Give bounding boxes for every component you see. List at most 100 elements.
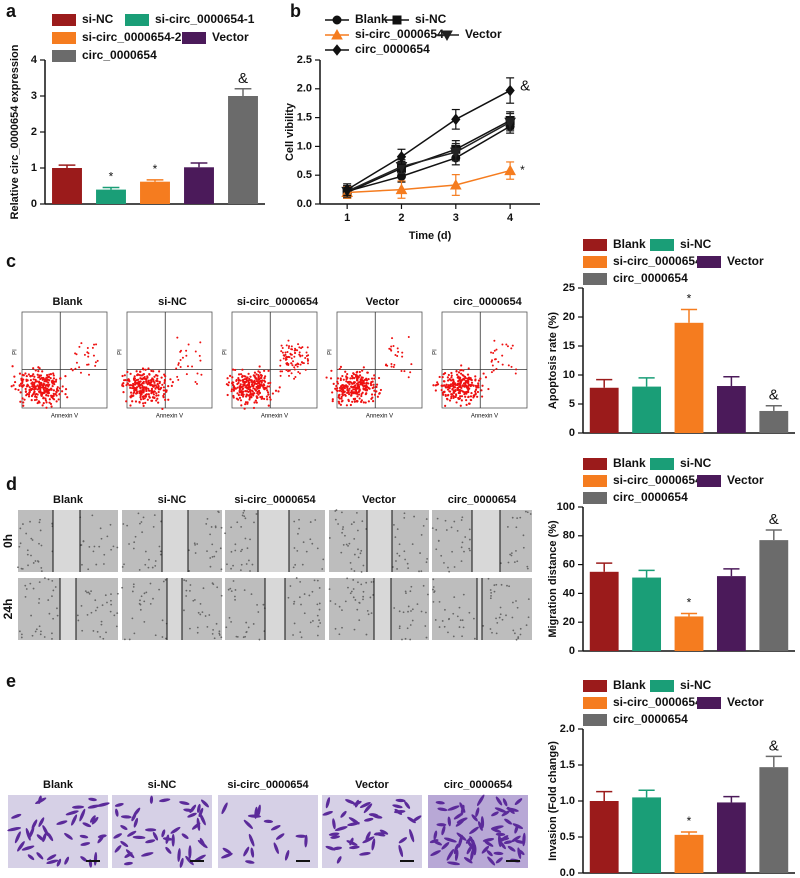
dot bbox=[50, 380, 53, 383]
cell bbox=[459, 619, 462, 622]
cell bbox=[211, 582, 214, 585]
cell bbox=[114, 802, 124, 807]
cell bbox=[482, 837, 495, 842]
dot bbox=[199, 341, 202, 344]
dot bbox=[255, 401, 258, 404]
dot bbox=[462, 369, 465, 372]
cell bbox=[87, 591, 90, 594]
dot bbox=[143, 397, 146, 400]
cell bbox=[447, 805, 460, 811]
legend-swatch bbox=[583, 273, 607, 285]
dot bbox=[34, 369, 37, 372]
cell bbox=[300, 603, 302, 606]
dot bbox=[448, 399, 452, 402]
cell bbox=[48, 612, 51, 615]
dot bbox=[360, 392, 363, 396]
cell bbox=[188, 845, 192, 860]
cell bbox=[293, 622, 296, 625]
dot bbox=[52, 374, 55, 377]
dot bbox=[456, 376, 459, 379]
cell bbox=[508, 585, 511, 588]
flow-plot: Annexin VPI bbox=[432, 311, 528, 420]
dot bbox=[70, 368, 73, 371]
cell bbox=[303, 593, 306, 595]
dot bbox=[457, 396, 460, 400]
cell bbox=[94, 609, 97, 612]
cell bbox=[527, 616, 530, 619]
dot bbox=[458, 382, 461, 385]
annotation: * bbox=[109, 170, 114, 184]
dot bbox=[401, 355, 404, 358]
dot bbox=[134, 387, 137, 390]
dot bbox=[269, 381, 272, 385]
cell bbox=[341, 609, 343, 612]
cell bbox=[162, 837, 173, 841]
annotation: * bbox=[687, 292, 692, 306]
dot bbox=[348, 393, 351, 396]
wound-gap bbox=[265, 578, 285, 640]
cell bbox=[458, 626, 461, 628]
cell bbox=[120, 825, 128, 831]
dot bbox=[179, 358, 182, 361]
cell bbox=[20, 567, 23, 570]
dot bbox=[235, 397, 239, 400]
dot bbox=[53, 383, 56, 386]
cell bbox=[116, 546, 119, 549]
dot bbox=[330, 369, 333, 372]
dot bbox=[357, 386, 361, 389]
dot bbox=[301, 346, 304, 349]
cell bbox=[516, 517, 519, 520]
marker bbox=[449, 178, 462, 190]
axis-label: Annexin V bbox=[156, 414, 183, 420]
axis-label: PI bbox=[223, 349, 229, 355]
cell bbox=[353, 553, 356, 556]
dot bbox=[257, 370, 260, 373]
dot bbox=[301, 354, 304, 357]
cell bbox=[515, 549, 517, 552]
dot bbox=[54, 392, 57, 396]
cell bbox=[398, 543, 401, 546]
dot bbox=[179, 350, 182, 353]
dot bbox=[147, 387, 150, 390]
cell bbox=[115, 625, 118, 628]
cell bbox=[337, 523, 339, 525]
cell bbox=[217, 510, 220, 513]
dot bbox=[37, 366, 40, 369]
cell bbox=[436, 823, 447, 827]
dot bbox=[28, 388, 31, 392]
cell bbox=[123, 638, 126, 641]
image-bg bbox=[218, 795, 318, 868]
cell bbox=[319, 622, 322, 624]
dot bbox=[340, 400, 343, 403]
cell bbox=[461, 619, 464, 622]
cell bbox=[453, 843, 459, 855]
cell bbox=[505, 614, 507, 617]
dot bbox=[58, 387, 61, 390]
line bbox=[346, 121, 511, 193]
y-tick-label: 2.0 bbox=[297, 83, 312, 95]
cell bbox=[515, 526, 518, 529]
cell bbox=[76, 614, 79, 617]
dot bbox=[351, 382, 354, 385]
dot bbox=[198, 354, 201, 357]
cell bbox=[116, 612, 119, 615]
legend-swatch bbox=[697, 697, 721, 709]
dot bbox=[52, 398, 56, 401]
cell bbox=[293, 547, 296, 549]
cell bbox=[311, 542, 314, 545]
dot bbox=[340, 395, 343, 398]
cell bbox=[392, 804, 403, 809]
y-tick-label: 0.0 bbox=[560, 867, 575, 878]
cell bbox=[170, 826, 181, 834]
dot bbox=[47, 394, 50, 397]
dot bbox=[448, 390, 451, 393]
cell bbox=[144, 563, 147, 566]
dot bbox=[469, 395, 473, 398]
dot bbox=[33, 375, 36, 378]
cell bbox=[431, 527, 434, 530]
dot bbox=[344, 370, 347, 373]
cell bbox=[218, 630, 221, 633]
dot bbox=[21, 381, 24, 384]
dot bbox=[176, 375, 179, 378]
cell bbox=[406, 562, 409, 565]
